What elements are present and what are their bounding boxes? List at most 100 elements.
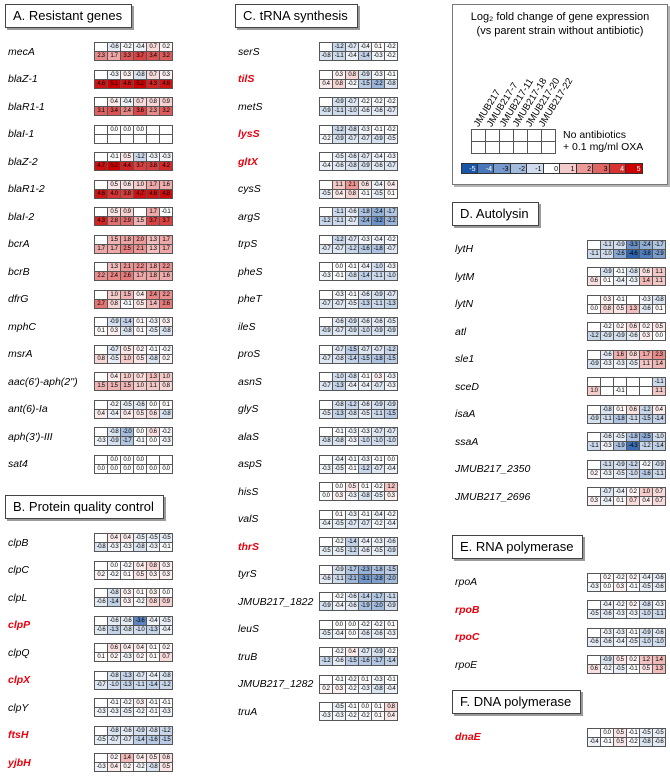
heatmap-cell: 4.8 <box>159 188 173 199</box>
heatmap-cell: 3.3 <box>120 51 134 61</box>
heatmap-grid-truA: -0.5 -0.1 0.0 0.1 0.8 -0.3 -0.3 -0.2 -0.2 0.1 0.4 <box>319 702 398 721</box>
heatmap-grid-clpC: 0.0 -0.2 0.4 0.8 0.3 0.2 -0.2 0.1 0.5 0.3 0.3 <box>94 560 173 580</box>
heatmap-cell: -0.5 <box>159 533 173 543</box>
heatmap-cell: -0.7 <box>319 243 333 254</box>
heatmap-cell: -0.1 <box>107 698 121 708</box>
heatmap-cell: 1.3 <box>146 243 160 254</box>
heatmap-cell: -0.5 <box>613 468 627 479</box>
section-genes-A: mecA -0.6 -0.2 -0.4 0.7 0.2 2.3 1.7 3.3 3.7 3.4 3.2… <box>5 42 175 474</box>
heatmap-cell: -0.4 <box>384 518 398 529</box>
heatmap-cell <box>319 152 333 162</box>
heatmap-cell <box>319 42 333 52</box>
heatmap-grid-sat4: 0.0 0.0 0.0 0.0 0.0 0.0 0.0 0.0 0.0 <box>94 454 173 474</box>
gene-row-glyS: glyS -0.8 -1.2 -0.6 -0.9 -0.9 -0.5 -1.3 -0.8 -0.5… <box>235 399 400 419</box>
heatmap-grid-rpoA: 0.2 -0.2 0.2 -0.4 -0.6 -0.3 0.0 0.3 -0.1 -0.5 -0.6 <box>587 572 666 592</box>
heatmap-cell: 0.1 <box>133 326 147 336</box>
heatmap-cell: -0.8 <box>639 600 653 610</box>
heatmap-cell: -0.4 <box>146 670 160 681</box>
heatmap-cell: 0.3 <box>159 317 173 327</box>
heatmap-cell: -0.6 <box>652 581 666 592</box>
heatmap-cell: 0.6 <box>626 404 640 415</box>
heatmap-cell: -0.4 <box>358 537 372 547</box>
heatmap-grid-clpP: -0.6 -0.6 -3.6 -0.4 -0.5 -0.6 -1.3 -0.8 -1.0 -1.3… <box>94 615 173 635</box>
heatmap-cell: -0.9 <box>358 161 372 171</box>
heatmap-cell: 0.2 <box>600 572 614 583</box>
heatmap-cell: -1.4 <box>146 679 160 690</box>
heatmap-cell <box>94 42 108 52</box>
heatmap-cell: 4.2 <box>159 161 173 171</box>
heatmap-cell: -0.8 <box>345 372 359 382</box>
heatmap-cell: -0.2 <box>600 322 614 332</box>
gene-row-ssaA: ssaA -0.6 -0.5 -1.8 -2.5 -1.0 -1.1 -0.3 -1.9 -4.3… <box>452 432 668 451</box>
heatmap-cell: 0.0 <box>133 124 147 135</box>
heatmap-cell: 0.2 <box>639 322 653 332</box>
heatmap-grid-dfrG: 1.0 1.5 0.4 2.4 2.2 2.7 0.8 -0.1 0.5 1.4 2.6 <box>94 289 173 309</box>
heatmap-cell: 0.2 <box>613 322 627 332</box>
heatmap-cell: -0.3 <box>146 317 160 327</box>
colorbar-cell--1: -1 <box>527 162 544 174</box>
heatmap-cell: -0.7 <box>358 647 372 657</box>
heatmap-cell: 0.0 <box>146 399 160 410</box>
heatmap-grid-pheS: 0.0 -0.1 -0.4 -1.0 -0.3 -0.3 -0.1 -0.8 -1.4 -1.1-… <box>319 262 398 281</box>
heatmap-cell: 0.5 <box>120 152 134 162</box>
gene-row-pheS: pheS 0.0 -0.1 -0.4 -1.0 -0.3 -0.3 -0.1 -0.8 -1.4-… <box>235 262 400 281</box>
gene-row-clpB: clpB 0.4 0.4 -0.5 -0.5 -0.5 -0.8 -0.3 -0.3 -0.8 -0… <box>5 533 175 552</box>
heatmap-cell: -0.6 <box>600 609 614 619</box>
heatmap-cell: -0.4 <box>345 51 359 61</box>
heatmap-cell: -0.7 <box>107 344 121 355</box>
heatmap-grid-tyrS: -0.9 -1.7 -2.3 -1.8 -1.5 -0.6 -1.1 -2.1 -3.1 -2.8… <box>319 564 398 584</box>
heatmap-cell: -2.2 <box>384 216 398 226</box>
heatmap-cell: 4.6 <box>146 188 160 199</box>
heatmap-cell: 0.2 <box>626 572 640 583</box>
heatmap-cell: -0.3 <box>94 762 108 772</box>
heatmap-cell <box>94 179 108 190</box>
heatmap-cell: -1.2 <box>319 656 333 666</box>
heatmap-cell: 0.8 <box>345 69 359 80</box>
heatmap-cell: -0.9 <box>613 459 627 470</box>
heatmap-cell: -0.2 <box>345 674 359 685</box>
heatmap-cell: -0.2 <box>345 683 359 694</box>
gene-label-asnS: asnS <box>238 375 262 388</box>
heatmap-cell: -0.1 <box>120 298 134 309</box>
heatmap-cell: 0.3 <box>332 683 346 694</box>
heatmap-cell: -0.6 <box>358 546 372 556</box>
heatmap-cell: 0.0 <box>146 463 160 474</box>
heatmap-cell: -0.3 <box>319 271 333 281</box>
heatmap-cell: -0.8 <box>120 624 134 635</box>
heatmap-cell: -0.1 <box>626 664 640 674</box>
heatmap-cell: -0.6 <box>345 152 359 162</box>
heatmap-cell: -0.3 <box>107 69 121 80</box>
gene-row-sceD: sceD -1.1 1.0 -0.1 1.1 <box>452 377 668 396</box>
heatmap-grid-clpX: -0.8 -1.3 -0.7 -0.4 -0.8 -0.7 -1.0 -1.3 -1.1 -1.4… <box>94 670 173 690</box>
heatmap-cell: -0.1 <box>358 509 372 520</box>
heatmap-cell <box>319 454 333 465</box>
heatmap-cell: -0.9 <box>332 97 346 107</box>
heatmap-cell: 0.3 <box>587 496 601 506</box>
heatmap-cell: -0.6 <box>332 161 346 171</box>
heatmap-cell: -0.6 <box>358 317 372 327</box>
heatmap-cell: 0.2 <box>626 655 640 665</box>
heatmap-cell: -0.6 <box>358 289 372 300</box>
heatmap-cell: -2.2 <box>371 78 385 89</box>
heatmap-cell: 0.1 <box>384 619 398 630</box>
heatmap-cell: 0.5 <box>133 298 147 309</box>
legend-title-line1: Log₂ fold change of gene expression <box>470 11 650 23</box>
heatmap-grid-sceD: -1.1 1.0 -0.1 1.1 <box>587 377 666 396</box>
heatmap-cell: -0.1 <box>107 152 121 162</box>
gene-label-clpB: clpB <box>8 536 29 549</box>
heatmap-cell: -0.6 <box>319 573 333 584</box>
legend-box: Log₂ fold change of gene expression (vs … <box>452 4 668 185</box>
heatmap-cell: -0.1 <box>613 294 627 305</box>
heatmap-cell: 0.0 <box>94 463 108 474</box>
heatmap-cell: -0.9 <box>587 413 601 424</box>
heatmap-grid-ssaA: -0.6 -0.5 -1.8 -2.5 -1.0 -1.1 -0.3 -1.9 -4.3 -1.2… <box>587 432 666 451</box>
heatmap-grid-aac(6')-aph(2''): 0.4 1.0 0.7 1.3 1.0 1.5 1.5 1.5 1.0 1.1 0.8 <box>94 372 173 391</box>
heatmap-cell: -1.4 <box>107 597 121 607</box>
heatmap-cell: 1.5 <box>120 381 134 391</box>
heatmap-cell: -0.7 <box>358 518 372 529</box>
heatmap-cell: 0.1 <box>613 404 627 415</box>
heatmap-cell: 0.0 <box>133 454 147 465</box>
heatmap-cell <box>319 592 333 602</box>
heatmap-cell: 0.0 <box>159 463 173 474</box>
heatmap-cell <box>94 560 108 571</box>
